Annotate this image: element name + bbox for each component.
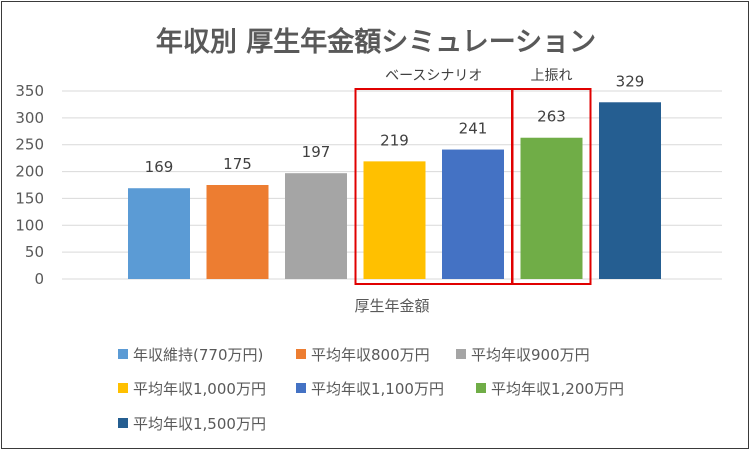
bar	[285, 173, 347, 279]
legend-swatch	[456, 349, 466, 359]
legend-item: 平均年収800万円	[296, 346, 430, 364]
data-label: 175	[223, 155, 252, 173]
y-axis-tick-labels: 0 50 100 150 200 250 300 350	[15, 82, 44, 288]
y-tick-label: 250	[15, 136, 44, 154]
legend-label: 平均年収1,200万円	[491, 380, 624, 398]
legend-swatch	[296, 349, 306, 359]
bar	[128, 188, 190, 279]
legend-label: 年収維持(770万円)	[133, 346, 263, 364]
annotation-label: 上振れ	[531, 68, 573, 84]
x-axis-category-label: 厚生年金額	[354, 297, 429, 315]
legend-swatch	[118, 349, 128, 359]
y-tick-label: 350	[15, 82, 44, 100]
y-tick-label: 200	[15, 163, 44, 181]
legend-label: 平均年収1,100万円	[311, 380, 444, 398]
legend-swatch	[476, 383, 486, 393]
annotation-label: ベースシナリオ	[385, 68, 482, 84]
bars: 169 175 197 219 241 263 329	[128, 72, 661, 279]
data-label: 219	[380, 131, 409, 149]
legend-swatch	[118, 383, 128, 393]
legend-swatch	[296, 383, 306, 393]
y-tick-label: 0	[34, 270, 44, 288]
data-label: 197	[302, 143, 331, 161]
legend-label: 平均年収800万円	[311, 346, 430, 364]
bar	[206, 185, 269, 279]
bar	[520, 137, 583, 279]
legend-label: 平均年収900万円	[471, 346, 590, 364]
bar	[599, 102, 661, 279]
legend-label: 平均年収1,500万円	[133, 415, 266, 433]
y-tick-label: 150	[15, 189, 44, 207]
y-tick-label: 50	[25, 243, 44, 261]
bar	[363, 161, 426, 279]
legend-item: 平均年収1,200万円	[476, 380, 624, 398]
legend-swatch	[118, 418, 128, 428]
legend-label: 平均年収1,000万円	[133, 380, 266, 398]
legend-item: 年収維持(770万円)	[118, 346, 263, 364]
legend-item: 平均年収900万円	[456, 346, 590, 364]
legend-item: 平均年収1,000万円	[118, 380, 266, 398]
bar	[442, 149, 504, 279]
chart-title: 年収別 厚生年金額シミュレーション	[156, 26, 596, 58]
legend: 年収維持(770万円) 平均年収800万円 平均年収900万円平均年収1,000万円…	[118, 346, 624, 433]
legend-item: 平均年収1,100万円	[296, 380, 444, 398]
data-label: 241	[459, 120, 488, 138]
y-tick-label: 100	[15, 216, 44, 234]
annotation-box	[511, 88, 592, 285]
data-label: 263	[537, 108, 566, 126]
y-tick-label: 300	[15, 109, 44, 127]
annotations: ベースシナリオ 上振れ	[354, 68, 592, 285]
legend-item: 平均年収1,500万円	[118, 415, 266, 433]
data-label: 169	[145, 158, 174, 176]
data-label: 329	[616, 72, 645, 90]
